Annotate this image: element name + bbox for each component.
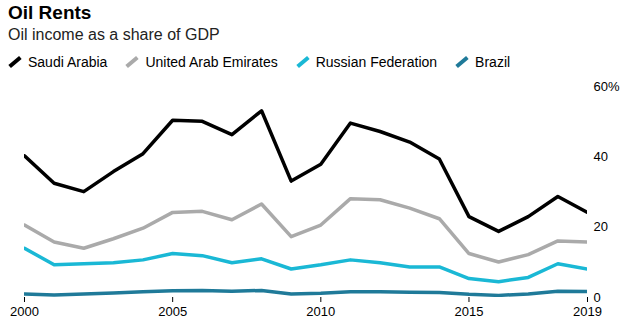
svg-text:20: 20: [594, 219, 608, 234]
svg-text:0: 0: [594, 290, 601, 305]
svg-text:2015: 2015: [455, 304, 484, 319]
html-text:Saudi Arabia: Saudi Arabia: [28, 54, 108, 70]
svg-text:2019: 2019: [573, 304, 602, 319]
html-text:United Arab Emirates: United Arab Emirates: [145, 54, 278, 70]
html-text:Brazil: Brazil: [475, 54, 511, 70]
svg-text:2005: 2005: [158, 304, 187, 319]
svg-text:40: 40: [594, 149, 608, 164]
svg-text:2000: 2000: [10, 304, 39, 319]
html-text:Russian Federation: Russian Federation: [315, 54, 438, 70]
svg-text:2010: 2010: [306, 304, 335, 319]
html-text:Oil income as a share of GDP: Oil income as a share of GDP: [8, 26, 220, 43]
svg-text:60%: 60%: [594, 79, 620, 94]
html-text:Oil Rents: Oil Rents: [8, 2, 92, 23]
